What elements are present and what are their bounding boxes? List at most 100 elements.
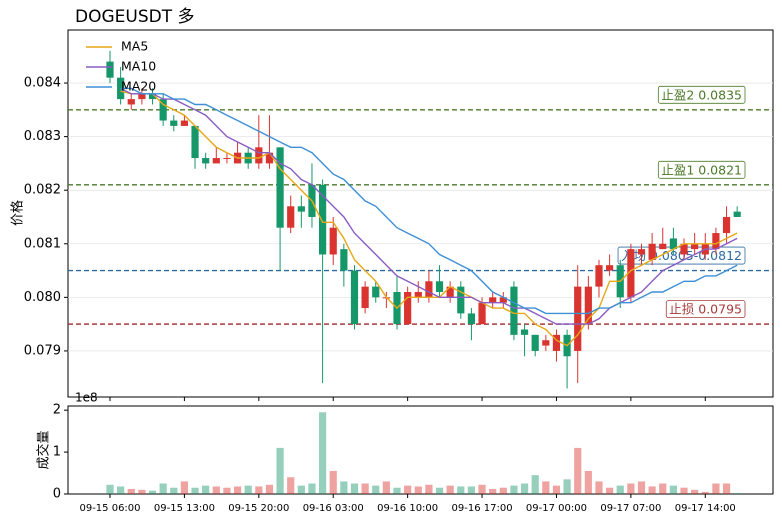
candle-body [435, 281, 444, 292]
candle-body [350, 270, 359, 325]
volume-bar [287, 477, 295, 494]
candle-body [425, 281, 433, 298]
candle-body [552, 334, 561, 351]
candle-body [223, 158, 231, 160]
candle-body [712, 233, 720, 250]
volume-bar [265, 484, 274, 494]
candle-body [170, 120, 178, 126]
level-label: 止损 0.0795 [669, 302, 742, 317]
level-label-box [657, 160, 746, 179]
x-tick-label: 09-16 03:00 [303, 503, 364, 514]
volume-bar [372, 485, 380, 494]
candle-body [159, 99, 167, 121]
volume-bar [148, 490, 157, 494]
ma-line [120, 87, 738, 315]
volume-bar [467, 486, 476, 494]
volume-bar [669, 485, 677, 494]
volume-bar [393, 487, 401, 494]
x-tick-label: 09-16 10:00 [377, 503, 438, 514]
volume-bar [223, 487, 231, 494]
volume-bar [595, 481, 603, 494]
volume-tick-label: 2 [53, 403, 61, 418]
volume-bar [255, 486, 263, 494]
candle-body [340, 249, 348, 271]
candle-body [287, 206, 295, 228]
volume-bar [489, 488, 497, 494]
x-tick-label: 09-17 14:00 [675, 503, 736, 514]
volume-bar [244, 485, 252, 494]
candle-body [297, 206, 305, 212]
x-tick-label: 09-15 13:00 [154, 503, 215, 514]
candle-body [691, 243, 699, 250]
volume-bar [627, 483, 635, 494]
candle-body [106, 61, 114, 78]
volume-bar [350, 483, 359, 494]
volume-bar [574, 447, 582, 494]
volume-bar [127, 488, 135, 494]
volume-bar [159, 483, 167, 494]
candle-body [414, 291, 422, 298]
candle-body [329, 227, 337, 255]
candle-body [542, 340, 550, 346]
volume-bar [191, 487, 199, 494]
volume-bar [457, 486, 465, 494]
volume-bar [446, 485, 454, 494]
candle-body [202, 158, 210, 164]
candle-body [446, 286, 454, 298]
ma-line [120, 90, 738, 347]
volume-bar [712, 483, 720, 494]
volume-bar [435, 487, 444, 494]
level-label-box [665, 300, 746, 319]
y-tick-label: 0.082 [24, 183, 61, 198]
volume-bar [414, 486, 422, 494]
x-tick-label: 09-16 17:00 [452, 503, 513, 514]
level-label: 止盈2 0.0835 [661, 87, 742, 102]
volume-bar [542, 481, 550, 494]
volume-bar [117, 486, 125, 494]
volume-bar [478, 484, 486, 494]
volume-bar [138, 489, 146, 494]
candle-body [361, 286, 369, 309]
y-tick-label: 0.083 [24, 129, 61, 144]
candle-body [127, 99, 135, 105]
candle-body [574, 286, 582, 351]
volume-bar [276, 447, 284, 494]
candle-body [148, 93, 157, 100]
x-tick-label: 09-15 20:00 [228, 503, 289, 514]
volume-axis-label: 成交量 [36, 430, 52, 469]
candle-body [467, 313, 476, 325]
candle-body [680, 243, 688, 255]
y-axis-label: 价格 [10, 200, 26, 226]
level-label-box [657, 85, 746, 104]
volume-tick-label: 0 [53, 487, 61, 502]
x-tick-label: 09-15 06:00 [79, 503, 140, 514]
candle-body [520, 329, 529, 335]
volume-bar [606, 487, 614, 494]
y-tick-label: 0.084 [24, 76, 61, 91]
candle-body [669, 238, 677, 250]
volume-bar [520, 483, 529, 494]
volume-bar [563, 479, 571, 494]
volume-bar [170, 487, 178, 494]
candle-body [255, 147, 263, 164]
candle-body [457, 286, 465, 314]
legend-label: MA5 [121, 39, 148, 54]
y-tick-label: 0.080 [24, 290, 61, 305]
volume-bar [510, 485, 518, 494]
volume-bar [616, 485, 624, 494]
y-tick-label: 0.079 [24, 343, 61, 358]
candle-body [627, 249, 635, 298]
volume-bar [180, 481, 189, 494]
volume-offset: 1e8 [75, 391, 98, 405]
volume-bar [106, 484, 114, 494]
candle-body [637, 249, 646, 255]
candle-body [478, 302, 486, 325]
volume-bar [691, 489, 699, 494]
candle-body [265, 152, 274, 164]
volume-bar [531, 475, 539, 494]
legend-label: MA10 [121, 59, 156, 74]
candle-body [372, 286, 380, 298]
ma-line [120, 87, 738, 325]
volume-bar [552, 485, 561, 494]
volume-bar [648, 486, 656, 494]
